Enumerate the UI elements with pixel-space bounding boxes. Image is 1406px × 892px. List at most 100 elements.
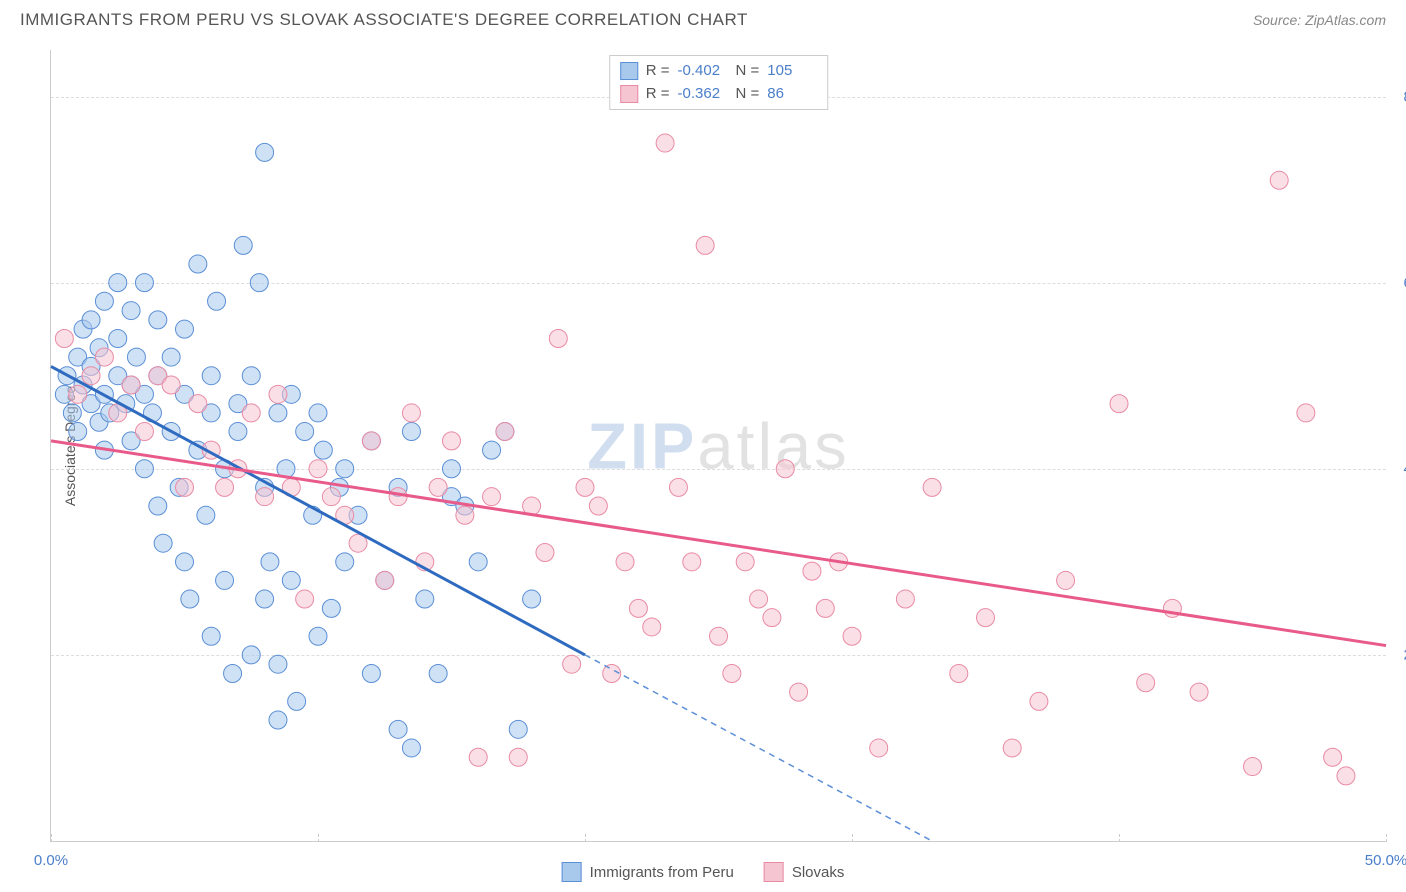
data-point bbox=[509, 720, 527, 738]
data-point bbox=[269, 404, 287, 422]
data-point bbox=[216, 478, 234, 496]
data-point bbox=[135, 423, 153, 441]
data-point bbox=[402, 739, 420, 757]
data-point bbox=[309, 404, 327, 422]
data-point bbox=[95, 292, 113, 310]
data-point bbox=[790, 683, 808, 701]
data-point bbox=[269, 655, 287, 673]
legend-swatch-peru bbox=[620, 62, 638, 80]
data-point bbox=[402, 423, 420, 441]
data-point bbox=[616, 553, 634, 571]
data-point bbox=[309, 460, 327, 478]
data-point bbox=[261, 553, 279, 571]
data-point bbox=[469, 748, 487, 766]
data-point bbox=[242, 646, 260, 664]
data-point bbox=[176, 478, 194, 496]
data-point bbox=[127, 348, 145, 366]
data-point bbox=[656, 134, 674, 152]
data-point bbox=[429, 664, 447, 682]
data-point bbox=[843, 627, 861, 645]
data-point bbox=[736, 553, 754, 571]
data-point bbox=[643, 618, 661, 636]
data-point bbox=[509, 748, 527, 766]
data-point bbox=[149, 497, 167, 515]
data-point bbox=[122, 302, 140, 320]
data-point bbox=[122, 376, 140, 394]
data-point bbox=[296, 590, 314, 608]
data-point bbox=[696, 236, 714, 254]
data-point bbox=[269, 385, 287, 403]
data-point bbox=[362, 432, 380, 450]
correlation-legend: R = -0.402 N = 105 R = -0.362 N = 86 bbox=[609, 55, 829, 110]
data-point bbox=[242, 367, 260, 385]
data-point bbox=[154, 534, 172, 552]
data-point bbox=[250, 274, 268, 292]
data-point bbox=[135, 460, 153, 478]
data-point bbox=[402, 404, 420, 422]
data-point bbox=[208, 292, 226, 310]
data-point bbox=[296, 423, 314, 441]
data-point bbox=[234, 236, 252, 254]
data-point bbox=[69, 385, 87, 403]
data-point bbox=[483, 441, 501, 459]
data-point bbox=[242, 404, 260, 422]
data-point bbox=[202, 627, 220, 645]
data-point bbox=[1137, 674, 1155, 692]
data-point bbox=[362, 664, 380, 682]
data-point bbox=[189, 255, 207, 273]
data-point bbox=[202, 367, 220, 385]
data-point bbox=[483, 488, 501, 506]
data-point bbox=[282, 571, 300, 589]
data-point bbox=[443, 460, 461, 478]
data-point bbox=[256, 143, 274, 161]
data-point bbox=[314, 441, 332, 459]
data-point bbox=[1297, 404, 1315, 422]
data-point bbox=[1244, 758, 1262, 776]
data-point bbox=[189, 395, 207, 413]
data-point bbox=[224, 664, 242, 682]
data-point bbox=[750, 590, 768, 608]
scatter-plot-svg bbox=[51, 50, 1386, 841]
data-point bbox=[229, 423, 247, 441]
data-point bbox=[816, 599, 834, 617]
data-point bbox=[1110, 395, 1128, 413]
data-point bbox=[723, 664, 741, 682]
data-point bbox=[389, 720, 407, 738]
data-point bbox=[1270, 171, 1288, 189]
data-point bbox=[443, 432, 461, 450]
data-point bbox=[389, 488, 407, 506]
legend-row-peru: R = -0.402 N = 105 bbox=[620, 60, 818, 83]
data-point bbox=[82, 311, 100, 329]
data-point bbox=[950, 664, 968, 682]
data-point bbox=[309, 627, 327, 645]
data-point bbox=[176, 320, 194, 338]
data-point bbox=[95, 348, 113, 366]
data-point bbox=[256, 590, 274, 608]
data-point bbox=[523, 590, 541, 608]
data-point bbox=[69, 423, 87, 441]
data-point bbox=[135, 274, 153, 292]
data-point bbox=[149, 311, 167, 329]
data-point bbox=[710, 627, 728, 645]
xtick-label: 50.0% bbox=[1365, 852, 1406, 869]
source-label: Source: ZipAtlas.com bbox=[1253, 12, 1386, 28]
data-point bbox=[181, 590, 199, 608]
data-point bbox=[336, 460, 354, 478]
data-point bbox=[563, 655, 581, 673]
data-point bbox=[1190, 683, 1208, 701]
data-point bbox=[63, 404, 81, 422]
data-point bbox=[55, 329, 73, 347]
data-point bbox=[683, 553, 701, 571]
data-point bbox=[549, 329, 567, 347]
trend-line bbox=[51, 441, 1386, 646]
data-point bbox=[1337, 767, 1355, 785]
data-point bbox=[576, 478, 594, 496]
data-point bbox=[162, 348, 180, 366]
legend-row-slovak: R = -0.362 N = 86 bbox=[620, 83, 818, 106]
data-point bbox=[109, 274, 127, 292]
data-point bbox=[603, 664, 621, 682]
legend-swatch-slovak bbox=[620, 85, 638, 103]
data-point bbox=[162, 376, 180, 394]
chart-title: IMMIGRANTS FROM PERU VS SLOVAK ASSOCIATE… bbox=[20, 10, 748, 30]
bottom-legend: Immigrants from Peru Slovaks bbox=[562, 862, 845, 882]
